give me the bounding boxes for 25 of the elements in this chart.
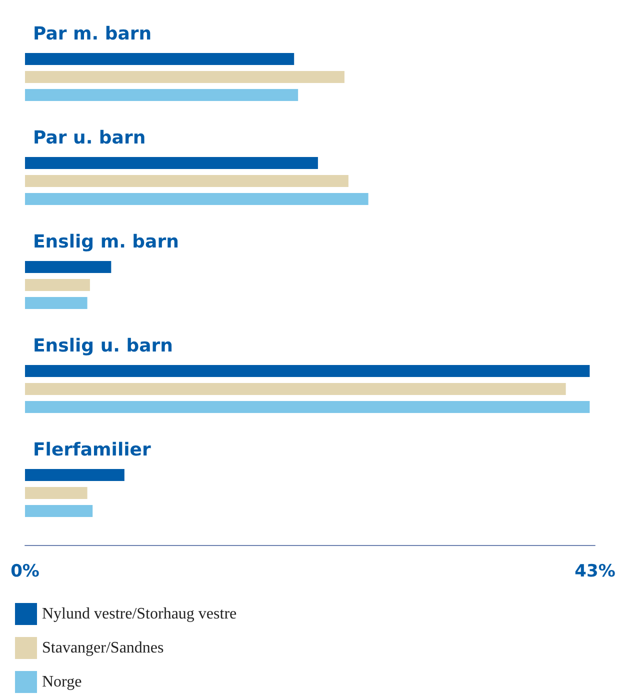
x-tick-label: 0% bbox=[10, 562, 40, 582]
bar bbox=[25, 157, 318, 169]
bar bbox=[25, 401, 590, 413]
bar bbox=[25, 175, 348, 187]
bar bbox=[25, 89, 298, 101]
bar bbox=[25, 53, 294, 65]
bar bbox=[25, 469, 124, 481]
legend-label: Norge bbox=[42, 674, 82, 690]
bar bbox=[25, 279, 90, 291]
bar bbox=[25, 383, 566, 395]
y-tick-label: Enslig m. barn bbox=[33, 232, 179, 252]
bar bbox=[25, 261, 112, 273]
legend-label: Stavanger/Sandnes bbox=[42, 640, 164, 656]
legend-label: Nylund vestre/Storhaug vestre bbox=[42, 606, 237, 622]
bar bbox=[25, 297, 88, 309]
bar bbox=[25, 365, 590, 377]
x-tick-label: 43% bbox=[574, 562, 616, 582]
y-tick-label: Par u. barn bbox=[33, 128, 146, 148]
y-tick-label: Enslig u. barn bbox=[33, 336, 173, 356]
bar bbox=[25, 193, 368, 205]
y-tick-label: Flerfamilier bbox=[33, 440, 151, 460]
bar bbox=[25, 487, 88, 499]
bar bbox=[25, 505, 93, 517]
bar bbox=[25, 71, 344, 83]
y-tick-label: Par m. barn bbox=[33, 24, 152, 44]
